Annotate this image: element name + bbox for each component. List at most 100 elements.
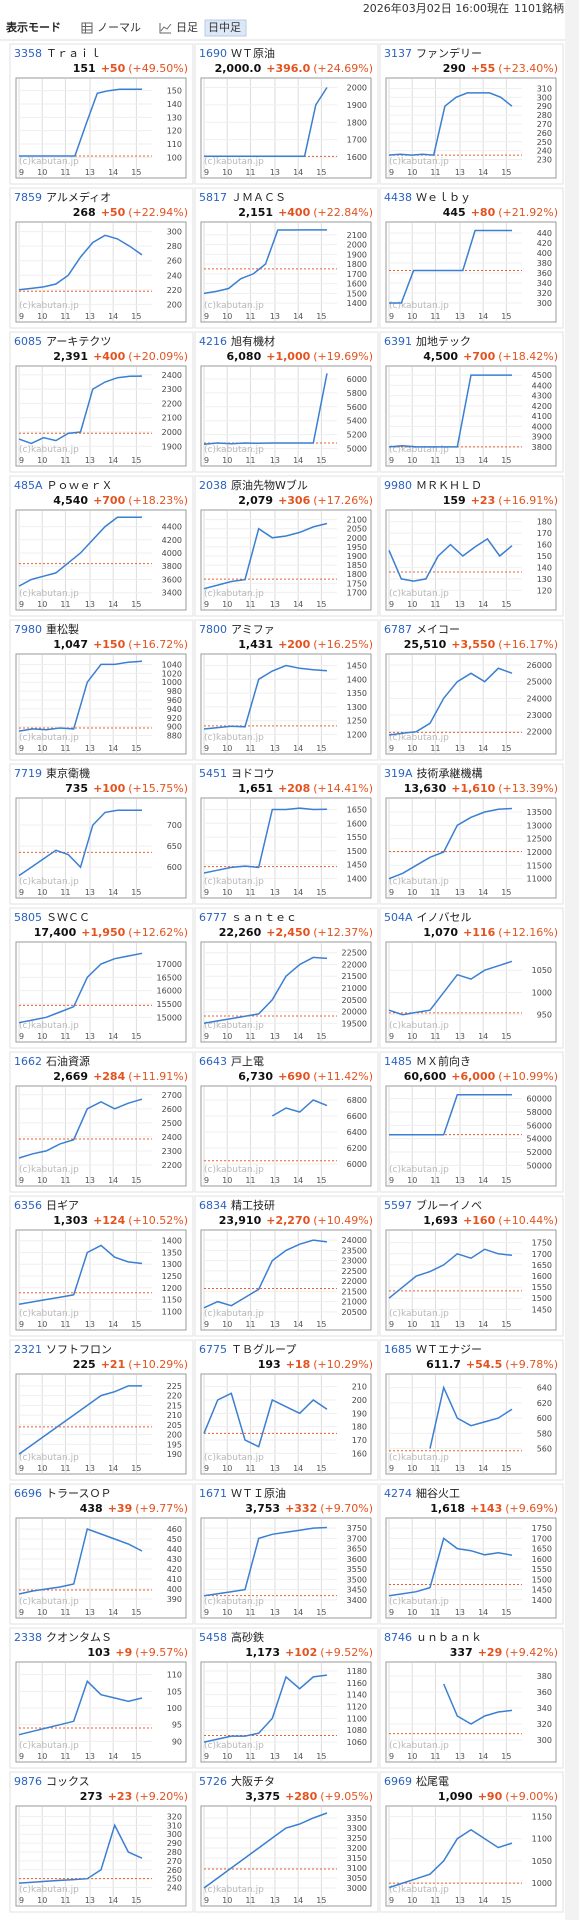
stock-card[interactable]: 5805 ＳＷＣＣ 17,400 +1,950 (+12.62%) 9 10 11 13 14 15… [9, 907, 194, 1049]
stock-name[interactable]: 戸上電 [231, 1055, 264, 1068]
stock-card[interactable]: 7859 アルメディオ 268 +50 (+22.94%) 9 10 11 13 14 15 200 2… [9, 187, 194, 329]
mode-intraday[interactable]: 日中足 [208, 21, 241, 34]
stock-name[interactable]: 精工技研 [231, 1199, 275, 1212]
stock-code[interactable]: 6775 [199, 1343, 227, 1356]
stock-card[interactable]: 6775 ＴＢグループ 193 +18 (+10.29%) 9 10 11 13 14 15 160 1… [194, 1339, 379, 1481]
stock-name[interactable]: ソフトフロン [46, 1343, 112, 1356]
stock-card[interactable]: 4438 Ｗｅｌｂｙ 445 +80 (+21.92%) 9 10 11 13 14 15 30032… [379, 187, 564, 329]
stock-name[interactable]: トラースＯＰ [46, 1487, 111, 1500]
stock-card[interactable]: 6356 日ギア 1,303 +124 (+10.52%) 9 10 11 13 14 15 1100… [9, 1195, 194, 1337]
stock-card[interactable]: 9980 ＭＲＫＨＬＤ 159 +23 (+16.91%) 9 10 11 13 14 15 120 1… [379, 475, 564, 617]
stock-name[interactable]: ＷＴ原油 [231, 46, 275, 60]
stock-card[interactable]: 6085 アーキテクツ 2,391 +400 (+20.09%) 9 10 11 13 14 15 1… [9, 331, 194, 473]
stock-code[interactable]: 7719 [14, 767, 42, 780]
stock-name[interactable]: 旭有機材 [231, 334, 275, 348]
stock-code[interactable]: 6391 [384, 335, 412, 348]
stock-card[interactable]: 7719 東京衛機 735 +100 (+15.75%) 9 10 11 13 14 15 600 65… [9, 763, 194, 905]
stock-card[interactable]: 1485 ＭＸ前向き 60,600 +6,000 (+10.99%) 9 10 11 13 14 1… [379, 1051, 564, 1193]
stock-code[interactable]: 319A [384, 767, 413, 780]
stock-card[interactable]: 6969 松尾電 1,090 +90 (+9.00%) 9 10 11 13 14 15 1000 10… [379, 1771, 564, 1913]
stock-code[interactable]: 5458 [199, 1631, 227, 1644]
stock-code[interactable]: 9876 [14, 1775, 42, 1788]
stock-code[interactable]: 5451 [199, 767, 227, 780]
stock-code[interactable]: 1685 [384, 1343, 412, 1356]
stock-card[interactable]: 5451 ヨドコウ 1,651 +208 (+14.41%) 9 10 11 13 14 15 140… [194, 763, 379, 905]
stock-card[interactable]: 485A ＰｏｗｅｒＸ 4,540 +700 (+18.23%) 9 10 11 13 14 15 3… [9, 475, 194, 617]
stock-card[interactable]: 6643 戸上電 6,730 +690 (+11.42%) 9 10 11 13 14 15 6000… [194, 1051, 379, 1193]
stock-name[interactable]: 松尾電 [416, 1774, 449, 1788]
stock-name[interactable]: アーキテクツ [46, 335, 111, 348]
stock-name[interactable]: ブルーイノベ [416, 1198, 482, 1212]
stock-card[interactable]: 1685 ＷＴエナジー 611.7 +54.5 (+9.78%) 9 10 11 13 14 15 5… [379, 1339, 564, 1481]
stock-code[interactable]: 7800 [199, 623, 227, 636]
stock-card[interactable]: 2038 原油先物Wブル 2,079 +306 (+17.26%) 9 10 11 13 14 15… [194, 475, 379, 617]
stock-name[interactable]: ヨドコウ [231, 767, 275, 780]
stock-code[interactable]: 6777 [199, 911, 227, 924]
stock-code[interactable]: 6969 [384, 1775, 412, 1788]
stock-card[interactable]: 5817 ＪＭＡＣＳ 2,151 +400 (+22.84%) 9 10 11 13 14 15 14… [194, 187, 379, 329]
stock-code[interactable]: 4216 [199, 335, 227, 348]
stock-name[interactable]: ＴＢグループ [231, 1342, 296, 1356]
stock-code[interactable]: 1485 [384, 1055, 412, 1068]
stock-code[interactable]: 4274 [384, 1487, 412, 1500]
stock-code[interactable]: 2338 [14, 1631, 42, 1644]
stock-card[interactable]: 6696 トラースＯＰ 438 +39 (+9.77%) 9 10 11 13 14 15 39040… [9, 1483, 194, 1625]
stock-card[interactable]: 7800 アミファ 1,431 +200 (+16.25%) 9 10 11 13 14 15 120… [194, 619, 379, 761]
stock-name[interactable]: 東京衛機 [46, 767, 90, 780]
stock-name[interactable]: ＭＲＫＨＬＤ [416, 479, 482, 492]
stock-code[interactable]: 5805 [14, 911, 42, 924]
stock-name[interactable]: アミファ [231, 623, 275, 636]
stock-name[interactable]: 大阪チタ [231, 1774, 275, 1788]
stock-card[interactable]: 504A イノバセル 1,070 +116 (+12.16%) 9 10 11 13 14 15 95… [379, 907, 564, 1049]
stock-code[interactable]: 3137 [384, 47, 412, 60]
stock-card[interactable]: 3358 Ｔｒａｉｌ 151 +50 (+49.50%) 9 10 11 13 14 15 100 11… [9, 43, 194, 185]
stock-code[interactable]: 8746 [384, 1631, 412, 1644]
stock-card[interactable]: 6391 加地テック 4,500 +700 (+18.42%) 9 10 11 13 14 15 38… [379, 331, 564, 473]
stock-name[interactable]: クオンタムＳ [46, 1631, 112, 1644]
stock-code[interactable]: 6696 [14, 1487, 42, 1500]
stock-card[interactable]: 1662 石油資源 2,669 +284 (+11.91%) 9 10 11 13 14 15 220… [9, 1051, 194, 1193]
stock-card[interactable]: 4216 旭有機材 6,080 +1,000 (+19.69%) 9 10 11 13 14 15 5… [194, 331, 379, 473]
stock-code[interactable]: 2038 [199, 479, 227, 492]
stock-card[interactable]: 8746 ｕｎｂａｎｋ 337 +29 (+9.42%) 9 10 11 13 14 15 300 32… [379, 1627, 564, 1769]
stock-name[interactable]: ＷＴＩ原油 [231, 1486, 286, 1500]
stock-card[interactable]: 1690 ＷＴ原油 2,000.0 +396.0 (+24.69%) 9 10 11 13 14 1… [194, 43, 379, 185]
stock-card[interactable]: 6834 精工技研 23,910 +2,270 (+10.49%) 9 10 11 13 14 15… [194, 1195, 379, 1337]
stock-code[interactable]: 6787 [384, 623, 412, 636]
stock-code[interactable]: 6643 [199, 1055, 227, 1068]
stock-name[interactable]: イノバセル [417, 911, 472, 924]
stock-name[interactable]: 原油先物Wブル [231, 478, 308, 492]
stock-card[interactable]: 4274 細谷火工 1,618 +143 (+9.69%) 9 10 11 13 14 15 1400… [379, 1483, 564, 1625]
stock-name[interactable]: Ｗｅｌｂｙ [416, 191, 471, 204]
stock-name[interactable]: 重松製 [46, 622, 79, 636]
stock-name[interactable]: ＪＭＡＣＳ [231, 191, 286, 204]
stock-name[interactable]: 石油資源 [46, 1054, 90, 1068]
stock-name[interactable]: ＷＴエナジー [416, 1343, 482, 1356]
stock-name[interactable]: 日ギア [46, 1199, 79, 1212]
stock-card[interactable]: 2338 クオンタムＳ 103 +9 (+9.57%) 9 10 11 13 14 15 90 95 10… [9, 1627, 194, 1769]
stock-card[interactable]: 5597 ブルーイノベ 1,693 +160 (+10.44%) 9 10 11 13 14 15 1… [379, 1195, 564, 1337]
stock-code[interactable]: 9980 [384, 479, 412, 492]
stock-card[interactable]: 5458 高砂鉄 1,173 +102 (+9.52%) 9 10 11 13 14 15 1060 1… [194, 1627, 379, 1769]
stock-code[interactable]: 4438 [384, 191, 412, 204]
stock-name[interactable]: Ｔｒａｉｌ [46, 47, 101, 60]
stock-code[interactable]: 6834 [199, 1199, 227, 1212]
mode-daily[interactable]: 日足 [176, 21, 198, 34]
stock-code[interactable]: 5726 [199, 1775, 227, 1788]
stock-name[interactable]: ファンデリー [416, 46, 482, 60]
stock-code[interactable]: 1690 [199, 47, 227, 60]
stock-card[interactable]: 1671 ＷＴＩ原油 3,753 +332 (+9.70%) 9 10 11 13 14 15 340… [194, 1483, 379, 1625]
stock-name[interactable]: ＳＷＣＣ [46, 911, 90, 924]
mode-normal[interactable]: ノーマル [97, 21, 141, 34]
stock-code[interactable]: 1671 [199, 1487, 227, 1500]
stock-code[interactable]: 7859 [14, 191, 42, 204]
stock-code[interactable]: 5597 [384, 1199, 412, 1212]
stock-code[interactable]: 2321 [14, 1343, 42, 1356]
stock-name[interactable]: 加地テック [416, 335, 471, 348]
stock-card[interactable]: 6787 メイコー 25,510 +3,550 (+16.17%) 9 10 11 13 14 15… [379, 619, 564, 761]
stock-name[interactable]: ＭＸ前向き [416, 1054, 471, 1068]
stock-name[interactable]: ｕｎｂａｎｋ [416, 1631, 482, 1644]
stock-name[interactable]: ＰｏｗｅｒＸ [47, 479, 113, 492]
